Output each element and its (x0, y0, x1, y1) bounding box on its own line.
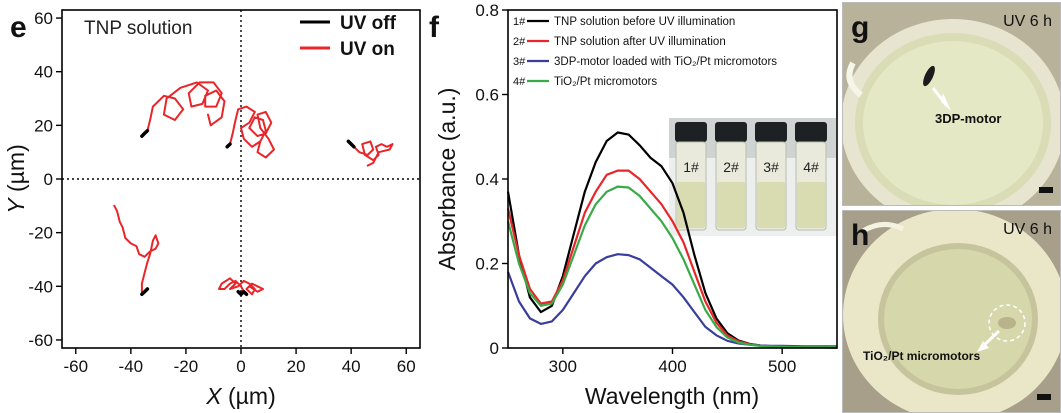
plot-frame (507, 9, 838, 349)
vial-liquid (797, 182, 825, 228)
vial-label: 1# (683, 159, 699, 175)
uv-on-track (113, 204, 160, 296)
legend-number: 1# (513, 16, 526, 28)
uv-on-track (218, 277, 264, 296)
trajectory-chart: e TNP solution -60 -40 -20 0 20 40 60 -60 -40 -20… (3, 9, 421, 409)
absorbance-chart: f 300 400 500 0 0.2 0.4 0.6 0.8 1# 2# 3# 4# 1# TNP … (429, 1, 838, 409)
uv-time-label: UV 6 h (1003, 221, 1052, 238)
x-axis-label: X (µm) (205, 383, 275, 409)
beaker-photo-g: g UV 6 h 3DP-motor (842, 2, 1061, 206)
beaker-photo-h: h UV 6 h TiO₂/Pt micromotors (842, 210, 1061, 413)
uv-on-track (229, 105, 275, 159)
legend-entry: TiO₂/Pt micromotors (554, 76, 657, 88)
y-tick-label: 0.2 (475, 255, 499, 274)
y-tick-label: 0 (44, 170, 53, 189)
chart-title: TNP solution (84, 18, 192, 39)
legend-entry: UV on (340, 39, 395, 60)
spectrum-line-3 (506, 253, 837, 348)
uv-off-track (225, 142, 232, 149)
x-tick-label: -40 (119, 357, 144, 376)
vial-cap (755, 122, 787, 142)
spectrum-line-4 (506, 185, 837, 349)
panel-letter-h: h (851, 219, 870, 252)
y-axis-label: Y (µm) (3, 144, 29, 213)
y-tick-label: -60 (28, 331, 53, 350)
motor-annotation: 3DP-motor (935, 111, 1002, 126)
x-tick-label: 300 (549, 357, 577, 376)
vial-liquid (757, 182, 785, 228)
y-tick-label: 20 (34, 116, 53, 135)
uv-on-track (146, 81, 226, 132)
vial-label: 3# (763, 159, 779, 175)
legend-entry: UV off (340, 13, 397, 34)
legend-number: 3# (513, 56, 526, 68)
y-tick-label: 60 (34, 9, 53, 28)
vial-label: 4# (803, 159, 819, 175)
legend-entry: TNP solution before UV illumination (554, 16, 735, 28)
y-tick-label: 0.6 (475, 86, 499, 105)
x-tick-label: 0 (236, 357, 245, 376)
vial-cap (795, 122, 827, 142)
x-tick-label: 60 (397, 357, 416, 376)
x-tick-label: -60 (63, 357, 88, 376)
y-tick-label: 40 (34, 63, 53, 82)
vial-cap (675, 122, 707, 142)
vials-inset-photo: 1# 2# 3# 4# (669, 118, 836, 236)
x-tick-label: 400 (658, 357, 686, 376)
vial-liquid (717, 182, 745, 228)
micromotor-annotation: TiO₂/Pt micromotors (863, 349, 981, 363)
x-tick-label: 20 (287, 357, 306, 376)
panel-letter-f: f (429, 11, 440, 44)
uv-on-track (352, 140, 394, 167)
x-tick-label: 500 (768, 357, 796, 376)
y-tick-label: -40 (28, 277, 53, 296)
y-tick-label: 0 (490, 339, 499, 358)
x-tick-label: -20 (174, 357, 199, 376)
y-tick-label: -20 (28, 224, 53, 243)
x-axis-label: Wavelength (nm) (585, 383, 759, 409)
x-tick-label: 40 (342, 357, 361, 376)
panel-letter-e: e (10, 11, 27, 44)
vial-label: 2# (723, 159, 739, 175)
vial-cap (715, 122, 747, 142)
y-tick-label: 0.8 (475, 1, 499, 20)
uv-time-label: UV 6 h (1003, 13, 1052, 30)
legend-number: 4# (513, 76, 526, 88)
y-axis-label: Absorbance (a.u.) (434, 88, 460, 271)
panel-letter-g: g (851, 11, 870, 44)
uv-off-track (140, 287, 150, 297)
uv-off-track (140, 128, 150, 138)
legend-entry: TNP solution after UV illumination (554, 36, 726, 48)
uv-off-track (346, 139, 356, 149)
legend-number: 2# (513, 36, 526, 48)
y-tick-label: 0.4 (475, 170, 499, 189)
legend-entry: 3DP-motor loaded with TiO₂/Pt micromotor… (554, 56, 777, 68)
uv-off-track (236, 289, 249, 297)
